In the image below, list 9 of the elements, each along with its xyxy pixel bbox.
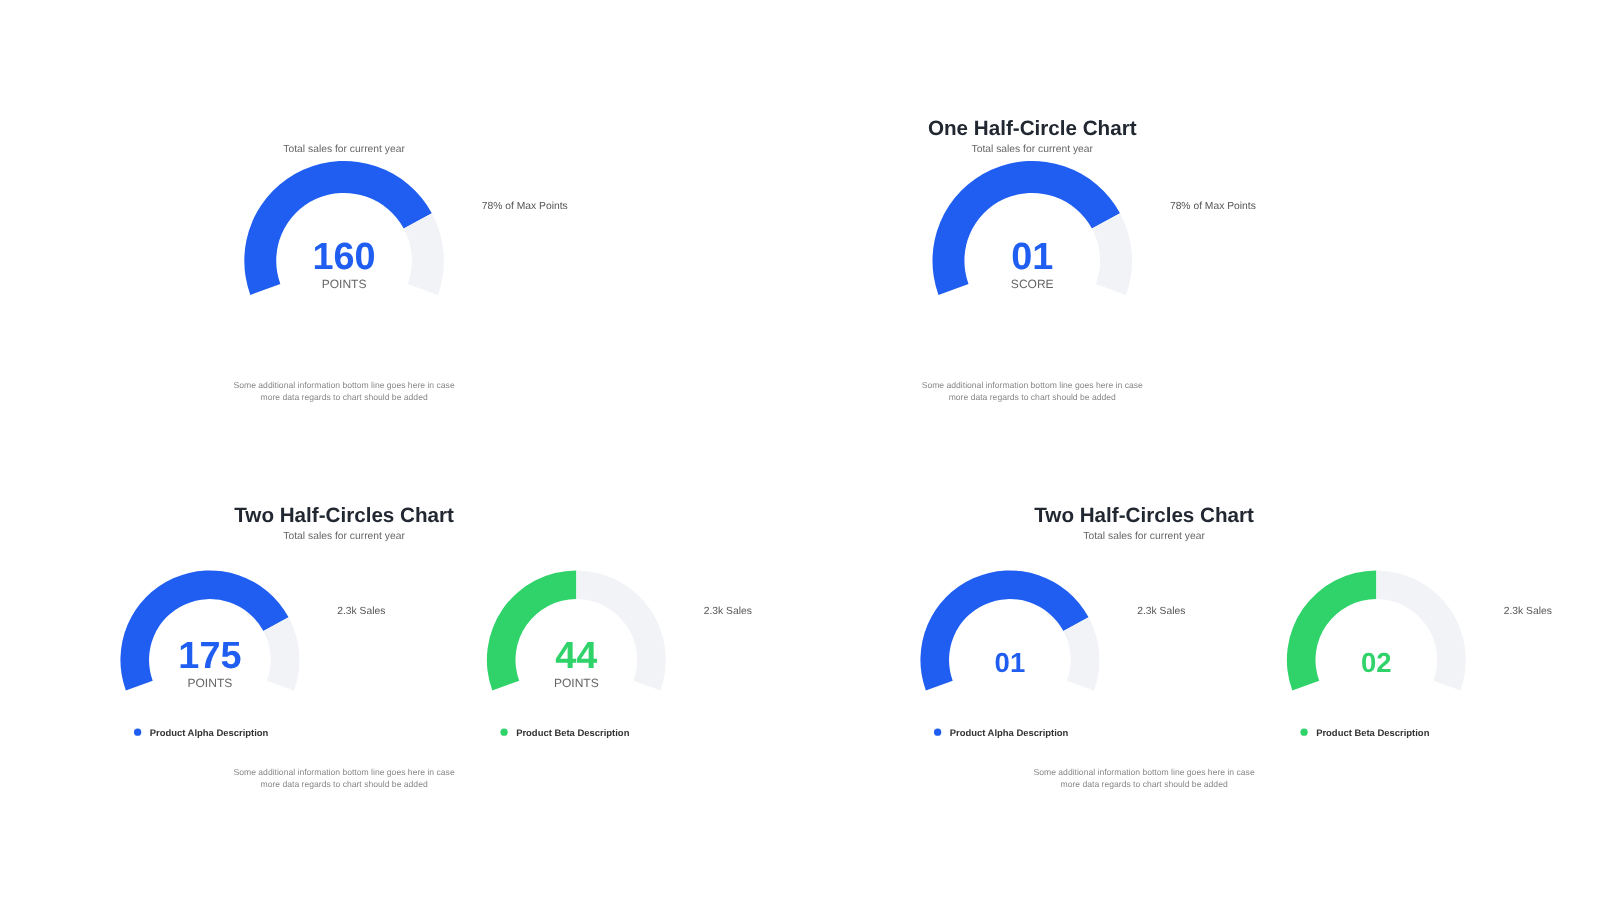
chart-title: One Half-Circle Chart <box>927 119 1138 142</box>
text: 02 <box>1361 647 1393 678</box>
text: 01 <box>994 647 1026 678</box>
text: Two Half-Circles Chart <box>234 506 456 529</box>
text: 175 <box>178 636 242 679</box>
text: 44 <box>555 636 599 679</box>
text: Two Half-Circles Chart <box>1034 506 1256 529</box>
text: 01 <box>1011 237 1054 280</box>
text: 160 <box>312 237 376 280</box>
